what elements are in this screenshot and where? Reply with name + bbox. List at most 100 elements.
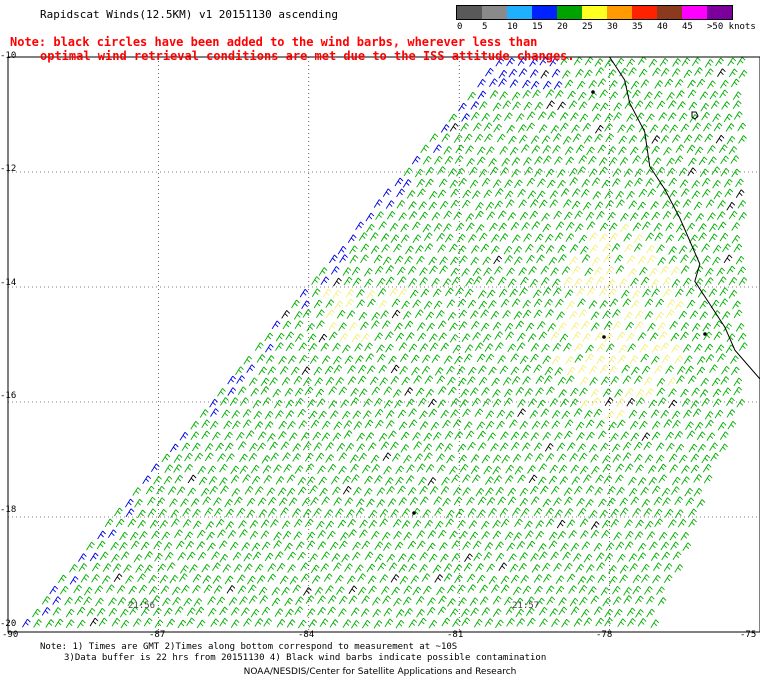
wind-barb: [302, 441, 312, 451]
wind-barb: [572, 553, 582, 562]
wind-barb: [554, 432, 563, 441]
wind-barb: [119, 608, 129, 618]
wind-barb: [380, 441, 390, 450]
wind-barb: [551, 420, 561, 429]
wind-barb: [364, 419, 374, 429]
wind-barb: [723, 113, 733, 123]
wind-barb: [507, 278, 517, 288]
wind-barb: [112, 563, 122, 572]
wind-barb: [114, 507, 123, 517]
wind-barb: [359, 529, 368, 538]
wind-barb: [127, 597, 137, 607]
wind-barb: [704, 68, 714, 77]
wind-barb: [483, 267, 492, 277]
wind-barb: [481, 531, 490, 540]
wind-barb: [497, 355, 507, 364]
wind-barb: [276, 618, 286, 628]
wind-barb: [263, 618, 273, 627]
wind-barb: [429, 486, 439, 495]
wind-barb: [252, 551, 262, 561]
wind-barb: [417, 188, 426, 198]
wind-barb: [656, 166, 666, 176]
wind-barb: [433, 223, 443, 232]
wind-barb: [475, 210, 484, 220]
wind-barb: [668, 399, 678, 409]
wind-barb: [373, 254, 383, 264]
wind-barb: [250, 608, 260, 618]
colorbar-cell: [457, 6, 482, 19]
wind-barb: [511, 298, 521, 307]
wind-barb: [506, 618, 515, 627]
wind-barb: [381, 531, 391, 541]
wind-barb: [440, 124, 450, 133]
wind-barb: [694, 421, 704, 431]
wind-barb: [485, 67, 494, 77]
wind-barb: [641, 221, 651, 230]
wind-barb: [123, 564, 132, 573]
wind-barb: [628, 268, 637, 277]
wind-barb: [230, 465, 240, 475]
wind-barb: [382, 452, 392, 462]
wind-barb: [700, 102, 710, 112]
wind-barb: [259, 595, 269, 604]
wind-barb: [467, 299, 477, 309]
wind-barb: [317, 541, 327, 550]
wind-barb: [476, 421, 486, 431]
wind-barb: [540, 277, 550, 286]
wind-barb: [187, 487, 197, 497]
wind-barb: [159, 520, 169, 529]
wind-barb: [338, 386, 348, 396]
wind-barb: [510, 574, 520, 584]
wind-barb: [501, 454, 511, 464]
wind-barb: [386, 486, 395, 495]
wind-barb: [599, 166, 608, 176]
wind-barb: [582, 201, 592, 211]
wind-barb: [651, 344, 661, 354]
wind-barb: [681, 398, 691, 407]
wind-barb: [669, 464, 679, 473]
wind-barb: [662, 497, 671, 507]
wind-barb: [499, 507, 509, 517]
wind-barb: [644, 454, 654, 464]
wind-barb: [231, 410, 241, 419]
lat-lon-grid: [8, 57, 760, 632]
wind-barb: [504, 255, 514, 264]
wind-barb: [617, 618, 627, 628]
wind-barb: [119, 542, 128, 551]
wind-barb: [670, 332, 680, 342]
wind-barb: [629, 355, 639, 365]
wind-barb: [660, 67, 670, 77]
wind-barb: [374, 541, 384, 550]
wind-barb: [470, 320, 480, 330]
wind-barb: [451, 474, 460, 484]
wind-barb: [448, 386, 457, 396]
wind-barb: [698, 223, 707, 232]
wind-barb: [349, 454, 359, 464]
wind-barb: [552, 133, 562, 142]
wind-barb: [586, 575, 596, 584]
wind-barb: [347, 376, 357, 385]
wind-barb: [486, 289, 496, 299]
wind-barb: [738, 212, 748, 221]
wind-barb: [720, 79, 729, 89]
wind-barb: [404, 608, 414, 617]
wind-barb: [319, 487, 328, 497]
wind-barb: [522, 376, 531, 385]
wind-barb: [561, 266, 571, 275]
wind-barb: [615, 57, 625, 67]
wind-barb: [584, 267, 594, 277]
colorbar-cell: [532, 6, 557, 19]
wind-barb: [196, 541, 206, 550]
wind-barb: [657, 322, 667, 331]
wind-barb: [446, 299, 456, 308]
wind-barb: [447, 312, 457, 321]
wind-barb: [634, 310, 644, 319]
wind-barb: [628, 409, 638, 419]
wind-barb: [316, 309, 325, 319]
wind-barb: [294, 465, 304, 474]
wind-barb: [654, 365, 663, 374]
wind-barb: [297, 551, 307, 561]
wind-barb: [615, 463, 625, 473]
wind-barb: [513, 532, 522, 541]
wind-barb: [190, 498, 200, 507]
